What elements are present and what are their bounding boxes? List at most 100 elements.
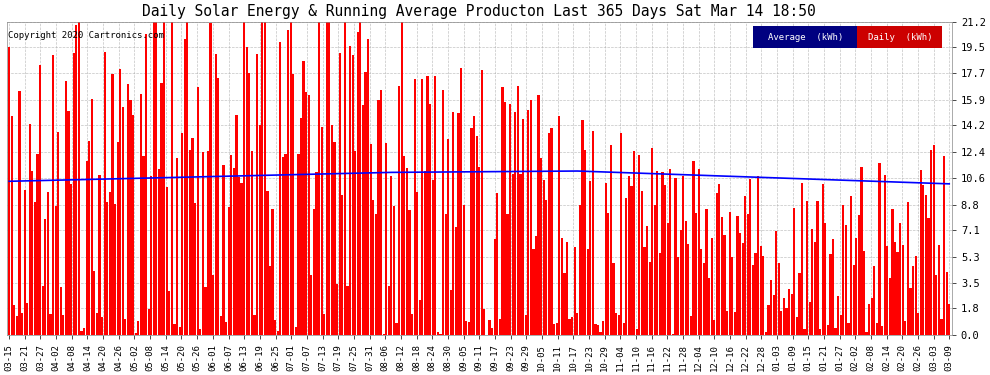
Bar (788, 289, 790, 335)
Bar (388, 286, 390, 335)
Bar (878, 163, 880, 335)
Bar (336, 284, 339, 335)
Bar (367, 39, 369, 335)
Bar (305, 92, 307, 335)
Bar (160, 83, 162, 335)
Bar (669, 170, 671, 335)
Bar (348, 46, 351, 335)
Bar (339, 53, 341, 335)
Bar (424, 171, 426, 335)
Bar (721, 217, 723, 335)
Bar (445, 214, 446, 335)
Bar (364, 72, 366, 335)
Bar (778, 263, 780, 335)
Bar (589, 181, 591, 335)
Bar (295, 327, 297, 335)
Bar (560, 238, 563, 335)
Bar (695, 213, 697, 335)
Bar (920, 170, 922, 335)
Bar (204, 288, 207, 335)
Bar (819, 329, 821, 335)
Bar (279, 42, 281, 335)
Bar (571, 317, 573, 335)
Bar (623, 322, 625, 335)
Bar (246, 47, 248, 335)
Bar (656, 171, 658, 335)
Bar (419, 300, 421, 335)
Bar (24, 189, 26, 335)
Bar (579, 205, 581, 335)
Bar (636, 329, 638, 335)
Bar (148, 309, 149, 335)
Bar (666, 223, 669, 335)
Bar (470, 128, 472, 335)
Bar (135, 333, 137, 335)
Bar (122, 106, 124, 335)
Bar (297, 154, 300, 335)
Bar (739, 233, 742, 335)
Bar (369, 144, 372, 335)
Bar (85, 161, 88, 335)
Bar (581, 120, 583, 335)
Bar (442, 90, 445, 335)
Bar (19, 91, 21, 335)
Bar (11, 116, 13, 335)
Bar (284, 154, 286, 335)
Bar (351, 56, 353, 335)
Bar (881, 326, 883, 335)
Bar (145, 34, 148, 335)
Bar (775, 231, 777, 335)
Bar (93, 271, 95, 335)
Bar (698, 169, 700, 335)
Bar (321, 127, 323, 335)
Bar (661, 172, 663, 335)
Bar (491, 328, 493, 335)
Bar (230, 154, 233, 335)
Bar (34, 202, 36, 335)
Bar (37, 154, 39, 335)
Bar (639, 155, 641, 335)
Bar (751, 265, 754, 335)
Bar (933, 144, 935, 335)
Bar (220, 316, 222, 335)
Bar (96, 313, 98, 335)
Bar (817, 201, 819, 335)
Bar (535, 236, 538, 335)
Bar (563, 273, 565, 335)
Bar (703, 263, 705, 335)
Bar (212, 275, 214, 335)
Bar (119, 69, 122, 335)
Bar (719, 184, 721, 335)
Bar (759, 246, 761, 335)
Bar (543, 180, 545, 335)
Bar (65, 81, 67, 335)
Bar (641, 190, 643, 335)
Bar (26, 303, 29, 335)
Bar (835, 328, 837, 335)
Bar (266, 191, 268, 335)
Bar (308, 95, 310, 335)
Bar (631, 186, 633, 335)
Bar (538, 95, 540, 335)
Bar (173, 324, 175, 335)
Bar (514, 112, 517, 335)
Bar (648, 262, 650, 335)
Bar (223, 165, 225, 335)
Bar (687, 244, 689, 335)
Bar (527, 110, 530, 335)
Text: Average  (kWh): Average (kWh) (767, 33, 842, 42)
Bar (910, 288, 912, 335)
Bar (323, 314, 326, 335)
Bar (486, 334, 488, 335)
Bar (809, 302, 811, 335)
Bar (289, 22, 292, 335)
Bar (501, 87, 504, 335)
Bar (473, 116, 475, 335)
Bar (679, 230, 682, 335)
Bar (39, 65, 42, 335)
Bar (811, 230, 814, 335)
Bar (633, 151, 636, 335)
Bar (138, 321, 140, 335)
Bar (558, 117, 560, 335)
Bar (228, 207, 230, 335)
